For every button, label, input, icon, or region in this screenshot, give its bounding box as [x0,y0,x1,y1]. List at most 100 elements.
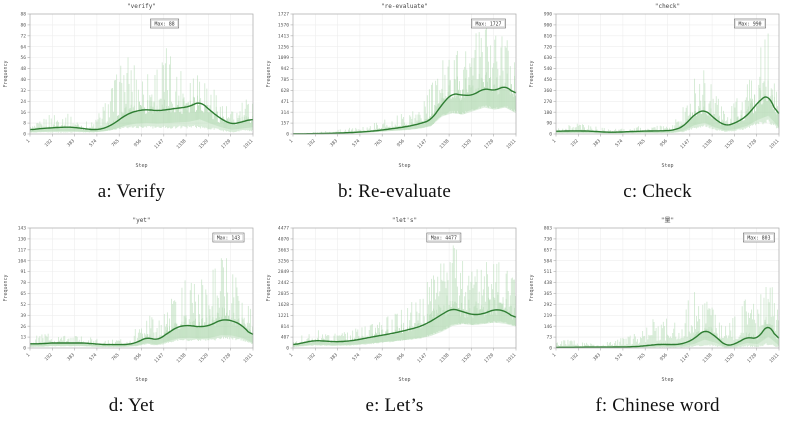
svg-text:365: 365 [544,291,553,297]
svg-text:574: 574 [614,352,624,362]
chart-title: "verify" [127,3,156,10]
svg-text:1: 1 [288,138,294,144]
svg-text:48: 48 [20,66,26,72]
svg-text:104: 104 [18,258,27,264]
svg-text:72: 72 [20,33,26,39]
svg-text:130: 130 [18,237,27,243]
x-axis-label: Step [135,163,147,169]
svg-text:219: 219 [544,313,553,319]
svg-text:2849: 2849 [278,269,289,275]
svg-text:56: 56 [20,55,26,61]
svg-text:765: 765 [110,352,120,362]
svg-text:0: 0 [286,346,289,352]
svg-text:314: 314 [281,110,290,116]
svg-text:657: 657 [544,247,553,253]
svg-text:540: 540 [544,66,553,72]
svg-text:438: 438 [544,280,553,286]
legend-box [471,18,506,29]
svg-text:956: 956 [659,138,669,148]
svg-text:383: 383 [66,352,76,362]
legend-box [150,18,180,29]
caption-chinese-word: f: Chinese word [595,395,720,416]
svg-text:765: 765 [373,138,383,148]
legend-max-label: Max: 1727 [475,21,501,27]
legend-max-label: Max: 4477 [431,235,457,241]
y-axis-label: Frequency [266,60,272,87]
svg-text:0: 0 [286,132,289,138]
chart-title: "let's" [392,217,417,224]
svg-text:1: 1 [25,138,31,144]
svg-text:383: 383 [592,138,602,148]
svg-text:192: 192 [44,352,54,362]
panel-re-evaluate: 0 157 314 471 628 785 942 1099 1256 1413 1570 1727 1… [263,0,526,214]
x-axis-label: Step [398,163,410,169]
svg-text:2035: 2035 [278,291,289,297]
legend-max-label: Max: 143 [217,235,240,241]
x-axis-label: Step [135,377,147,383]
svg-text:1: 1 [551,138,557,144]
y-axis-label: Frequency [529,274,535,301]
legend-max-label: Max: 803 [747,235,770,241]
panel-lets: 0 407 814 1221 1628 2035 2442 2849 3256 3663 4070 4… [263,214,526,427]
svg-text:1413: 1413 [278,33,289,39]
svg-text:956: 956 [133,138,143,148]
caption-re-evaluate: b: Re-evaluate [337,181,452,202]
svg-text:956: 956 [133,352,143,362]
legend-box [426,232,462,243]
svg-text:574: 574 [351,352,361,362]
legend-box [743,232,775,243]
y-axis-label: Frequency [3,60,9,87]
svg-text:64: 64 [20,44,26,50]
svg-text:1570: 1570 [278,23,289,29]
svg-text:720: 720 [544,44,553,50]
svg-text:32: 32 [20,88,26,94]
svg-text:765: 765 [636,138,646,148]
svg-text:90: 90 [546,121,552,127]
svg-text:91: 91 [20,269,26,275]
svg-text:3256: 3256 [278,258,289,264]
legend-box [734,18,766,29]
svg-text:450: 450 [544,77,553,83]
chart-chinese-word: 0 73 146 219 292 365 438 511 584 657 730 803 1 192 383… [526,214,789,388]
svg-text:1221: 1221 [278,313,289,319]
svg-text:13: 13 [20,335,26,341]
svg-text:730: 730 [544,237,553,243]
svg-text:810: 810 [544,33,553,39]
caption-yet: d: Yet [108,395,155,416]
y-axis-label: Frequency [529,60,535,87]
svg-text:157: 157 [281,121,290,127]
svg-text:52: 52 [20,302,26,308]
svg-text:192: 192 [570,138,580,148]
svg-text:3663: 3663 [278,247,289,253]
svg-text:574: 574 [88,352,98,362]
chart-check: 0 90 180 270 360 450 540 630 720 810 900 990 1 192 383… [526,0,789,174]
x-axis-label: Step [661,163,673,169]
svg-text:80: 80 [20,23,26,29]
svg-text:1256: 1256 [278,44,289,50]
svg-text:40: 40 [20,77,26,83]
panel-yet: 0 13 26 39 52 65 78 91 104 117 130 143 1 192 383 574 765… [0,214,263,427]
svg-text:16: 16 [20,110,26,116]
svg-text:73: 73 [546,335,552,341]
svg-text:584: 584 [544,258,553,264]
legend-max-label: Max: 990 [738,21,761,27]
svg-text:0: 0 [549,346,552,352]
svg-text:574: 574 [88,138,98,148]
x-axis-label: Step [398,377,410,383]
svg-text:26: 26 [20,324,26,330]
svg-text:900: 900 [544,23,553,29]
svg-text:765: 765 [373,352,383,362]
svg-text:360: 360 [544,88,553,94]
chart-title: "量" [661,217,674,224]
chart-title: "yet" [132,217,150,224]
panel-check: 0 90 180 270 360 450 540 630 720 810 900 990 1 192 383… [526,0,789,214]
svg-text:407: 407 [281,335,290,341]
svg-text:39: 39 [20,313,26,319]
svg-text:4477: 4477 [278,226,289,232]
caption-verify: a: Verify [97,181,166,202]
svg-text:803: 803 [544,226,553,232]
svg-text:471: 471 [281,99,290,105]
svg-text:143: 143 [18,226,27,232]
